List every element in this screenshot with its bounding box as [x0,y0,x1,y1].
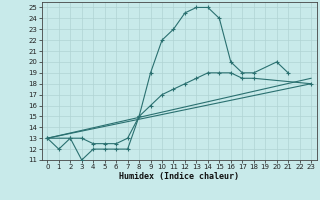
X-axis label: Humidex (Indice chaleur): Humidex (Indice chaleur) [119,172,239,181]
